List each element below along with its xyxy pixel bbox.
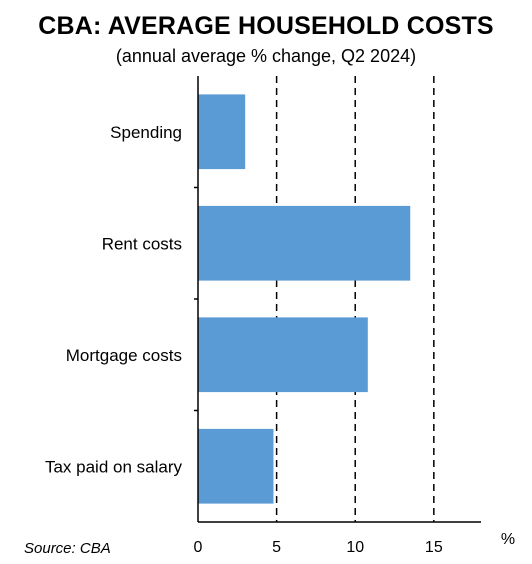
- category-ticks: [194, 186, 198, 412]
- x-tick-label: 5: [272, 539, 281, 556]
- source-note: Source: CBA: [24, 540, 111, 557]
- category-label: Tax paid on salary: [45, 457, 183, 476]
- x-tick-label: 0: [194, 539, 203, 556]
- category-label: Mortgage costs: [66, 346, 182, 365]
- x-tick-label: 10: [346, 539, 364, 556]
- chart-subtitle: (annual average % change, Q2 2024): [115, 46, 417, 66]
- category-label: Spending: [110, 123, 182, 142]
- bar: [198, 94, 246, 170]
- bar: [198, 428, 274, 504]
- category-labels: Spending Rent costs Mortgage costs Tax paid…: [45, 123, 183, 477]
- x-tick-label: 15: [425, 539, 443, 556]
- gridlines: [275, 76, 435, 522]
- category-label: Rent costs: [102, 234, 182, 253]
- chart-title: CBA: AVERAGE HOUSEHOLD COSTS: [38, 12, 494, 40]
- x-tick-labels: 0 5 10 15: [194, 539, 443, 556]
- x-unit-label: %: [501, 531, 515, 548]
- bar: [198, 205, 411, 281]
- bars: [198, 94, 411, 504]
- bar: [198, 317, 368, 393]
